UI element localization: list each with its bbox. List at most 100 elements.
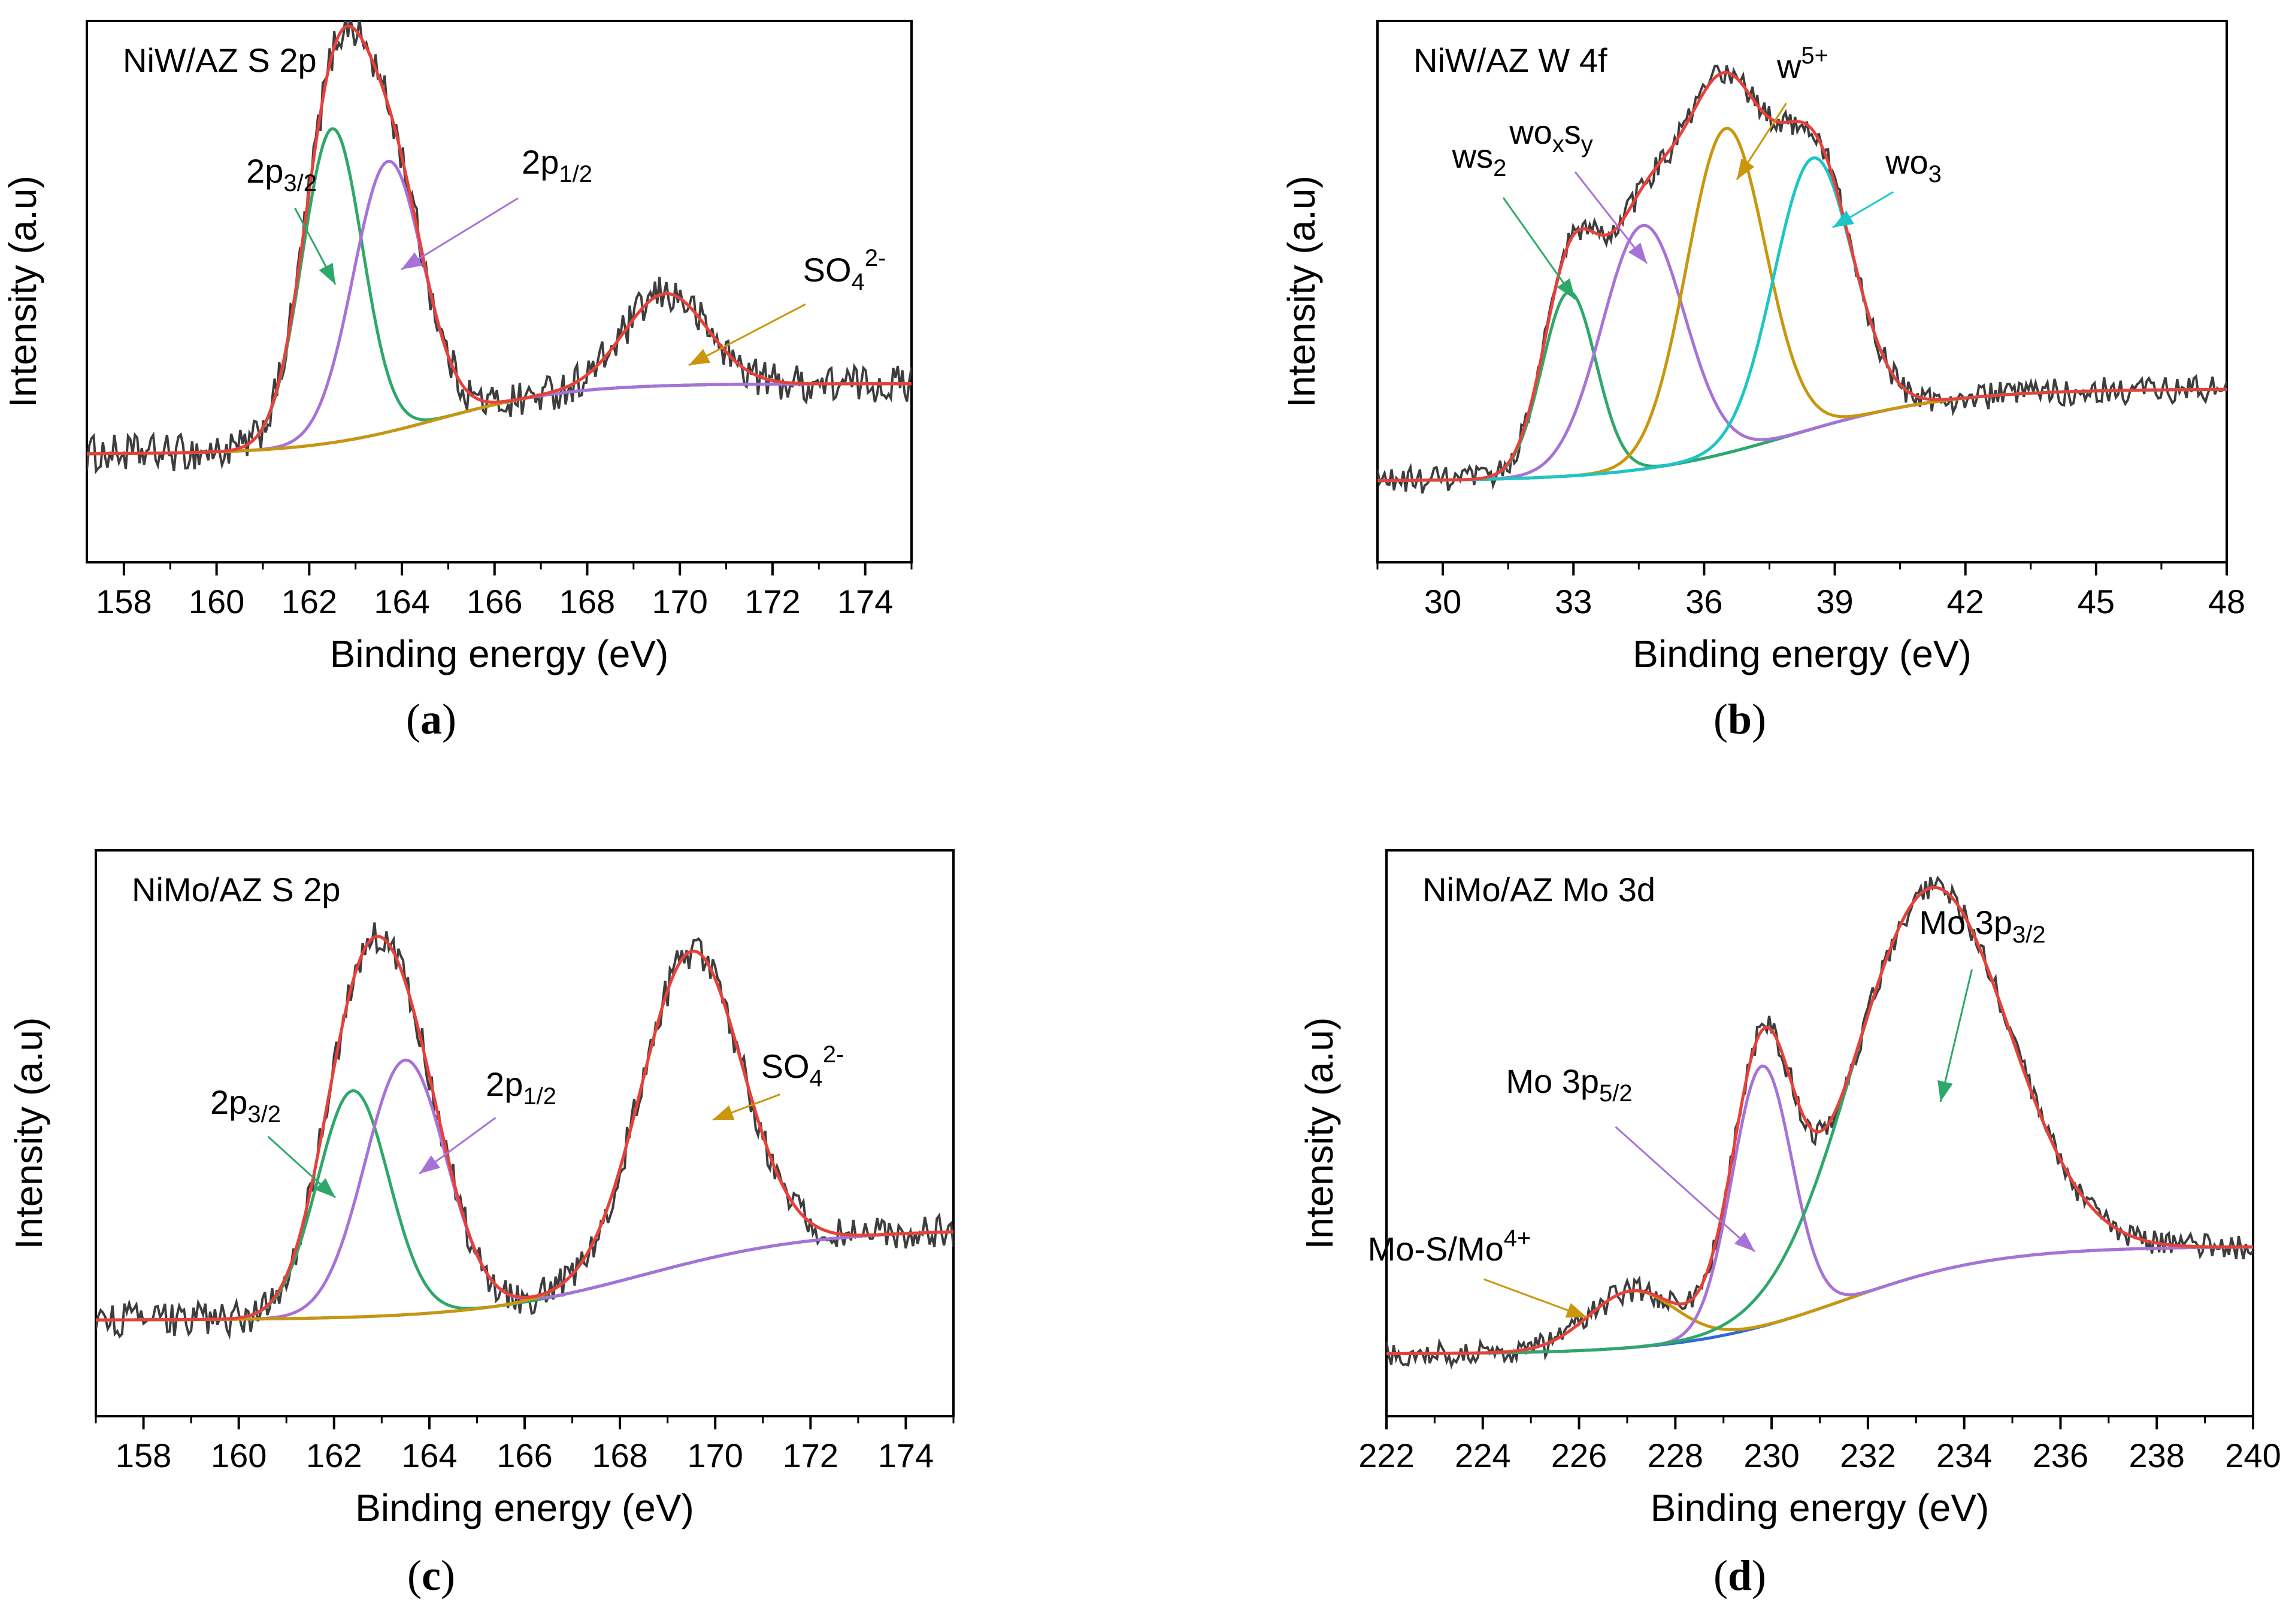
component-line-0	[1386, 1245, 2253, 1356]
y-axis-label: Intensity (a.u)	[1, 175, 44, 408]
annotation-label: ws2	[1452, 137, 1507, 181]
annotation-arrowhead	[1628, 243, 1647, 263]
x-tick-label: 170	[652, 583, 707, 620]
x-tick-label: 234	[1936, 1437, 1992, 1474]
annotation-arrow-line	[1615, 1126, 1756, 1253]
x-tick-label: 174	[837, 583, 893, 620]
annotation-arrowhead	[713, 1105, 735, 1120]
annotation-label: woxsy	[1509, 113, 1593, 157]
x-tick-label: 166	[467, 583, 522, 620]
component-line-0	[1377, 290, 2227, 483]
x-tick-label: 224	[1455, 1437, 1510, 1474]
annotation-0: Mo-S/Mo4+	[1368, 1225, 1588, 1319]
panel-title: NiMo/AZ S 2p	[132, 871, 341, 908]
annotation-arrow-line	[401, 197, 519, 271]
x-tick-label: 240	[2225, 1437, 2281, 1474]
annotation-0: ws2	[1452, 137, 1576, 300]
annotation-arrow-line	[1939, 969, 1973, 1102]
x-tick-label: 160	[189, 583, 244, 620]
component-line-1	[1386, 1064, 2253, 1356]
x-tick-label: 164	[401, 1437, 457, 1474]
annotation-0: 2p3/2	[210, 1083, 337, 1199]
annotation-1: 2p1/2	[419, 1065, 556, 1175]
panel-title: NiW/AZ S 2p	[123, 41, 317, 79]
x-tick-label: 230	[1743, 1437, 1799, 1474]
annotation-arrowhead	[1737, 158, 1755, 180]
x-tick-label: 236	[2033, 1437, 2088, 1474]
fit-envelope-line	[1377, 71, 2227, 483]
y-axis-label: Intensity (a.u)	[1298, 1017, 1341, 1250]
plot-frame	[1385, 849, 2254, 1417]
annotation-2: SO42-	[712, 1041, 844, 1121]
x-axis-label: Binding energy (eV)	[330, 632, 669, 675]
x-tick-label: 45	[2078, 583, 2115, 620]
panel-title: NiW/AZ W 4f	[1413, 41, 1607, 79]
panel-label: (b)	[1713, 695, 1766, 743]
x-tick-label: 172	[744, 583, 800, 620]
x-tick-label: 158	[116, 1437, 171, 1474]
raw-spectrum-line	[96, 922, 953, 1340]
plot-frame	[86, 20, 913, 563]
plot-area	[1377, 64, 2227, 494]
x-tick-label: 39	[1816, 583, 1853, 620]
x-tick-label: 164	[374, 583, 429, 620]
annotation-1: Mo 3p5/2	[1506, 1062, 1756, 1253]
annotation-2: SO42-	[688, 245, 886, 366]
annotation-label: 2p1/2	[486, 1065, 556, 1110]
panel-label: (a)	[406, 695, 456, 743]
x-tick-label: 48	[2208, 583, 2245, 620]
x-tick-label: 172	[783, 1437, 838, 1474]
component-line-0	[96, 1089, 953, 1322]
x-tick-label: 174	[878, 1437, 934, 1474]
x-tick-label: 158	[96, 583, 152, 620]
plot-frame	[95, 849, 955, 1417]
panel-title: NiMo/AZ Mo 3d	[1422, 871, 1655, 908]
annotation-3: wo3	[1832, 143, 1942, 229]
x-tick-label: 238	[2129, 1437, 2185, 1474]
annotation-1: woxsy	[1509, 113, 1648, 264]
x-tick-label: 42	[1947, 583, 1984, 620]
fit-envelope-line	[96, 935, 953, 1322]
fit-envelope-line	[1386, 886, 2253, 1356]
panel-label: (d)	[1713, 1552, 1766, 1599]
panel-b: 30 33 36 39 42 45 48 Binding energy (eV) Intensi…	[1280, 20, 2245, 743]
plot-area	[96, 922, 953, 1340]
x-tick-label: 168	[592, 1437, 647, 1474]
x-tick-label: 170	[688, 1437, 743, 1474]
x-tick-label: 166	[496, 1437, 552, 1474]
annotation-label: wo3	[1885, 143, 1942, 187]
annotation-label: 2p3/2	[210, 1083, 281, 1128]
x-tick-label: 162	[306, 1437, 362, 1474]
raw-spectrum-line	[1386, 875, 2253, 1370]
x-tick-label: 33	[1555, 583, 1592, 620]
annotation-label: Mo-S/Mo4+	[1368, 1225, 1531, 1268]
x-tick-label: 232	[1840, 1437, 1896, 1474]
annotation-arrowhead	[315, 1178, 335, 1198]
plot-area	[87, 21, 912, 475]
annotation-arrow-line	[688, 303, 806, 366]
component-line-2	[87, 292, 912, 456]
component-line-2	[96, 949, 953, 1322]
annotation-arrowhead	[689, 349, 711, 365]
annotation-0: 2p3/2	[246, 152, 337, 285]
annotation-label: 2p1/2	[522, 143, 592, 187]
panel-c: 158 160 162 164 166 168 170 172 174 Binding energ…	[7, 849, 955, 1599]
annotation-arrowhead	[1734, 1232, 1755, 1252]
plot-area	[1386, 875, 2253, 1370]
annotation-label: 2p3/2	[246, 152, 317, 196]
raw-spectrum-line	[87, 21, 912, 475]
panel-d: 222 224 226 228 230 232 234 236 238 240 Binding en…	[1298, 849, 2281, 1599]
annotation-label: Mo 3p3/2	[1919, 904, 2045, 948]
annotation-arrowhead	[1565, 1303, 1587, 1318]
x-axis-label: Binding energy (eV)	[1633, 632, 1972, 675]
x-tick-label: 30	[1424, 583, 1461, 620]
x-tick-label: 226	[1551, 1437, 1607, 1474]
x-tick-label: 168	[559, 583, 615, 620]
x-tick-label: 160	[211, 1437, 267, 1474]
annotation-arrowhead	[319, 262, 335, 284]
annotation-arrowhead	[401, 252, 423, 269]
x-tick-label: 162	[281, 583, 337, 620]
annotation-arrowhead	[1937, 1080, 1953, 1102]
annotation-arrowhead	[1833, 210, 1854, 228]
